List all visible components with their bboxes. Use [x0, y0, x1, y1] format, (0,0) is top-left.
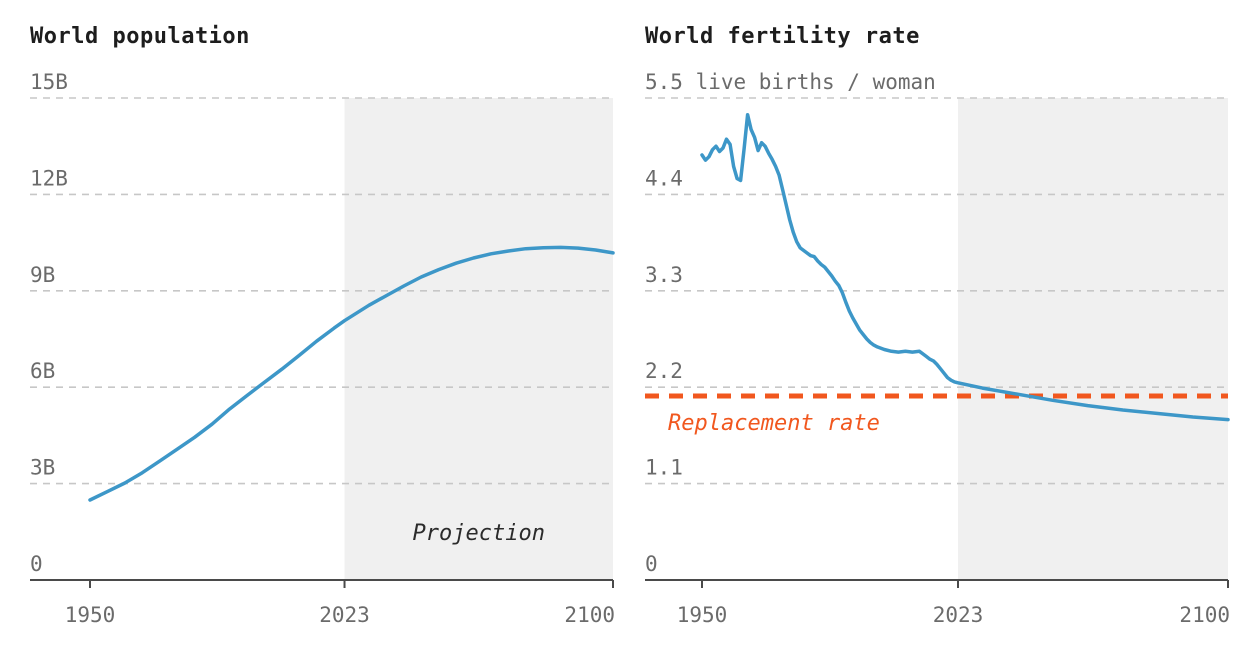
x-tick-label: 1950 [65, 603, 116, 627]
y-tick-label: 0 [30, 552, 43, 576]
y-tick-label: 0 [645, 552, 658, 576]
x-tick-label: 2023 [933, 603, 984, 627]
x-tick-label: 2023 [319, 603, 370, 627]
y-tick-label: 15B [30, 70, 68, 94]
projection-region [957, 98, 1228, 580]
fertility-chart-title: World fertility rate [645, 24, 920, 49]
world-population-line [88, 245, 615, 502]
x-tick-label: 2100 [564, 603, 615, 627]
x-tick-label: 1950 [677, 603, 728, 627]
projection-region [344, 98, 613, 580]
y-tick-label: 3.3 [645, 263, 683, 287]
replacement-rate-label: Replacement rate [668, 411, 880, 436]
y-tick-label: 3B [30, 456, 55, 480]
population-chart-title: World population [30, 24, 250, 49]
x-tick-label: 2100 [1179, 603, 1230, 627]
y-tick-label: 1.1 [645, 456, 683, 480]
y-tick-label: 2.2 [645, 359, 683, 383]
y-tick-label: 9B [30, 263, 55, 287]
world-fertility-rate-line [700, 112, 1230, 422]
projection-label: Projection [413, 521, 545, 546]
y-tick-label: 12B [30, 166, 68, 190]
y-tick-label: 4.4 [645, 166, 683, 190]
y-tick-label: 6B [30, 359, 55, 383]
y-tick-label: 5.5 live births / woman [645, 70, 936, 94]
